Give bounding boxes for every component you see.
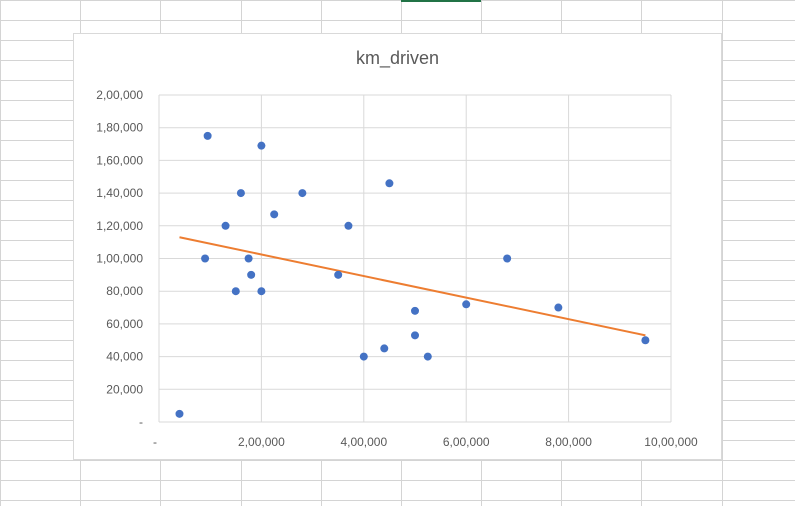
scatter-point[interactable]: [236, 189, 245, 198]
y-tick-label: 1,00,000: [96, 252, 143, 266]
y-tick-label: 60,000: [106, 317, 143, 331]
active-cell-indicator: [401, 0, 481, 2]
scatter-point[interactable]: [411, 306, 419, 315]
y-tick-label: 1,80,000: [96, 121, 143, 135]
linear-trendline[interactable]: [179, 236, 646, 337]
y-tick-label: -: [139, 415, 143, 429]
scatter-point[interactable]: [411, 331, 419, 340]
scatter-point[interactable]: [221, 221, 230, 230]
y-tick-label: 1,60,000: [96, 153, 143, 167]
scatter-point[interactable]: [344, 221, 353, 230]
y-tick-label: 1,20,000: [96, 219, 143, 233]
scatter-point[interactable]: [554, 303, 563, 312]
chart-title: km_driven: [355, 48, 440, 68]
y-tick-label: 1,40,000: [96, 186, 143, 200]
scatter-point[interactable]: [257, 141, 266, 150]
scatter-point[interactable]: [203, 131, 212, 140]
scatter-point[interactable]: [270, 210, 279, 219]
x-tick-label: 10,00,000: [644, 435, 698, 449]
scatter-point[interactable]: [380, 344, 389, 353]
x-tick-label: 8,00,000: [545, 435, 592, 449]
y-tick-label: 2,00,000: [96, 88, 143, 102]
scatter-point[interactable]: [257, 287, 266, 296]
x-tick-label: 6,00,000: [443, 435, 490, 449]
scatter-point[interactable]: [175, 409, 184, 418]
y-tick-label: 40,000: [106, 350, 143, 364]
x-tick-label: 4,00,000: [340, 435, 387, 449]
x-tick-label: 2,00,000: [238, 435, 285, 449]
scatter-point[interactable]: [641, 336, 650, 345]
scatter-point[interactable]: [423, 352, 432, 361]
y-tick-label: 80,000: [106, 284, 143, 298]
scatter-point[interactable]: [503, 254, 512, 263]
scatter-point[interactable]: [334, 270, 343, 279]
x-tick-label: -: [153, 435, 157, 449]
chart-area[interactable]: km_driven - 2,00,000 4,00,000 6,00,000 8,00,…: [73, 33, 722, 460]
scatter-point[interactable]: [201, 254, 210, 263]
scatter-point[interactable]: [247, 270, 256, 279]
scatter-point[interactable]: [462, 300, 471, 309]
scatter-point[interactable]: [244, 254, 253, 263]
plot-area: - 2,00,000 4,00,000 6,00,000 8,00,000 10,00,0…: [96, 88, 698, 449]
y-tick-label: 20,000: [106, 382, 143, 396]
scatter-point[interactable]: [359, 352, 368, 361]
scatter-point[interactable]: [231, 287, 240, 296]
scatter-point[interactable]: [298, 189, 307, 198]
scatter-point[interactable]: [385, 179, 394, 188]
